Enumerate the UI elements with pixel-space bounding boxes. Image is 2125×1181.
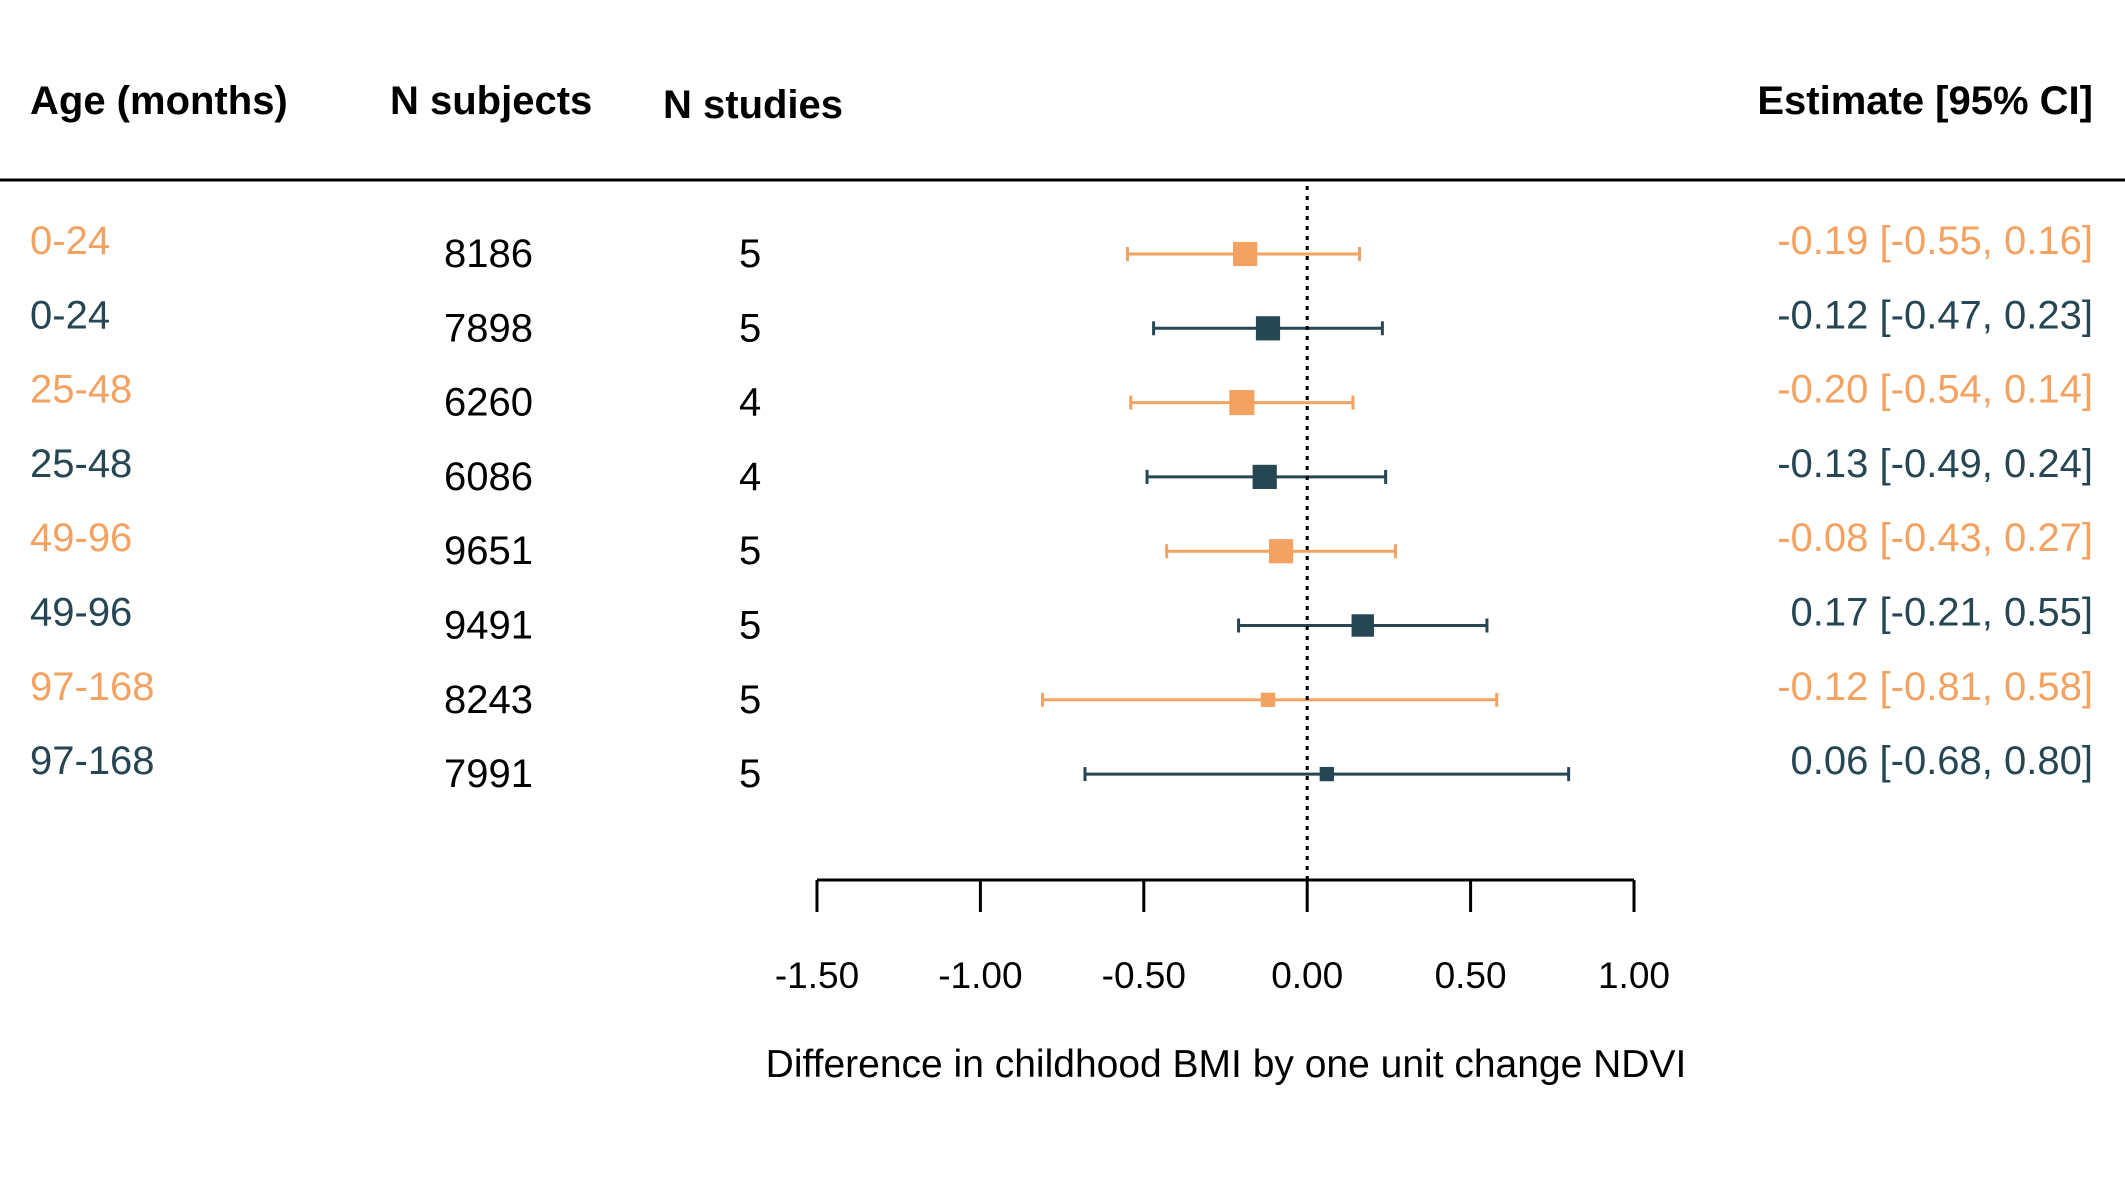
row-5-n-studies: 5 — [739, 604, 761, 648]
row-3-age: 25-48 — [30, 442, 132, 486]
row-4-estimate-label: -0.08 [-0.43, 0.27] — [1777, 516, 2093, 560]
row-7-estimate-label: 0.06 [-0.68, 0.80] — [1791, 739, 2093, 783]
row-7-point-estimate — [1319, 766, 1334, 782]
row-1-point-estimate — [1255, 316, 1281, 341]
row-6-n-studies: 5 — [739, 678, 761, 722]
x-tick-label-2: -0.50 — [1102, 955, 1186, 996]
row-3-n-studies: 4 — [739, 455, 761, 499]
row-1-n-studies: 5 — [739, 306, 761, 350]
row-4-n-studies: 5 — [739, 529, 761, 573]
x-tick-label-1: -1.00 — [938, 955, 1022, 996]
x-tick-label-0: -1.50 — [775, 955, 859, 996]
row-5-estimate-label: 0.17 [-0.21, 0.55] — [1791, 591, 2093, 635]
row-2-estimate-label: -0.20 [-0.54, 0.14] — [1777, 368, 2093, 412]
row-2-age: 25-48 — [30, 368, 132, 412]
row-6-estimate-label: -0.12 [-0.81, 0.58] — [1777, 665, 2093, 709]
x-axis-label: Difference in childhood BMI by one unit … — [766, 1043, 1687, 1086]
row-1-n-subjects: 7898 — [444, 306, 533, 350]
x-tick-label-3: 0.00 — [1271, 955, 1343, 996]
row-4-age: 49-96 — [30, 516, 132, 560]
row-3-point-estimate — [1252, 464, 1277, 489]
x-tick-label-5: 1.00 — [1598, 955, 1670, 996]
row-0-n-subjects: 8186 — [444, 232, 533, 276]
row-5-n-subjects: 9491 — [444, 604, 533, 648]
header-age: Age (months) — [30, 79, 288, 123]
row-0-n-studies: 5 — [739, 232, 761, 276]
row-1-estimate-label: -0.12 [-0.47, 0.23] — [1777, 293, 2093, 337]
row-1-age: 0-24 — [30, 293, 110, 337]
header-n-studies: N studies — [663, 83, 843, 127]
row-6-n-subjects: 8243 — [444, 678, 533, 722]
row-0-age: 0-24 — [30, 219, 110, 263]
row-3-n-subjects: 6086 — [444, 455, 533, 499]
row-4-point-estimate — [1268, 539, 1294, 564]
row-7-n-studies: 5 — [739, 752, 761, 796]
row-0-point-estimate — [1233, 241, 1258, 267]
header-n-subjects: N subjects — [390, 79, 592, 123]
header-estimate: Estimate [95% CI] — [1757, 79, 2093, 123]
row-4-n-subjects: 9651 — [444, 529, 533, 573]
row-6-age: 97-168 — [30, 665, 155, 709]
row-3-estimate-label: -0.13 [-0.49, 0.24] — [1777, 442, 2093, 486]
row-5-point-estimate — [1351, 614, 1374, 637]
rows-layer: 0-24 8186 5 -0.19 [-0.55, 0.16] 0-24 7898 5 -0.… — [30, 219, 2093, 796]
x-axis: -1.50 -1.00 -0.50 0.00 0.50 1.00 — [775, 878, 1670, 996]
x-tick-label-4: 0.50 — [1435, 955, 1507, 996]
row-2-point-estimate — [1229, 390, 1255, 416]
row-2-n-studies: 4 — [739, 381, 761, 425]
row-7-n-subjects: 7991 — [444, 752, 533, 796]
row-6-point-estimate — [1260, 692, 1276, 707]
row-0-estimate-label: -0.19 [-0.55, 0.16] — [1777, 219, 2093, 263]
row-2-n-subjects: 6260 — [444, 381, 533, 425]
marks-layer — [1040, 241, 1571, 782]
row-5-age: 49-96 — [30, 591, 132, 635]
row-7-age: 97-168 — [30, 739, 155, 783]
